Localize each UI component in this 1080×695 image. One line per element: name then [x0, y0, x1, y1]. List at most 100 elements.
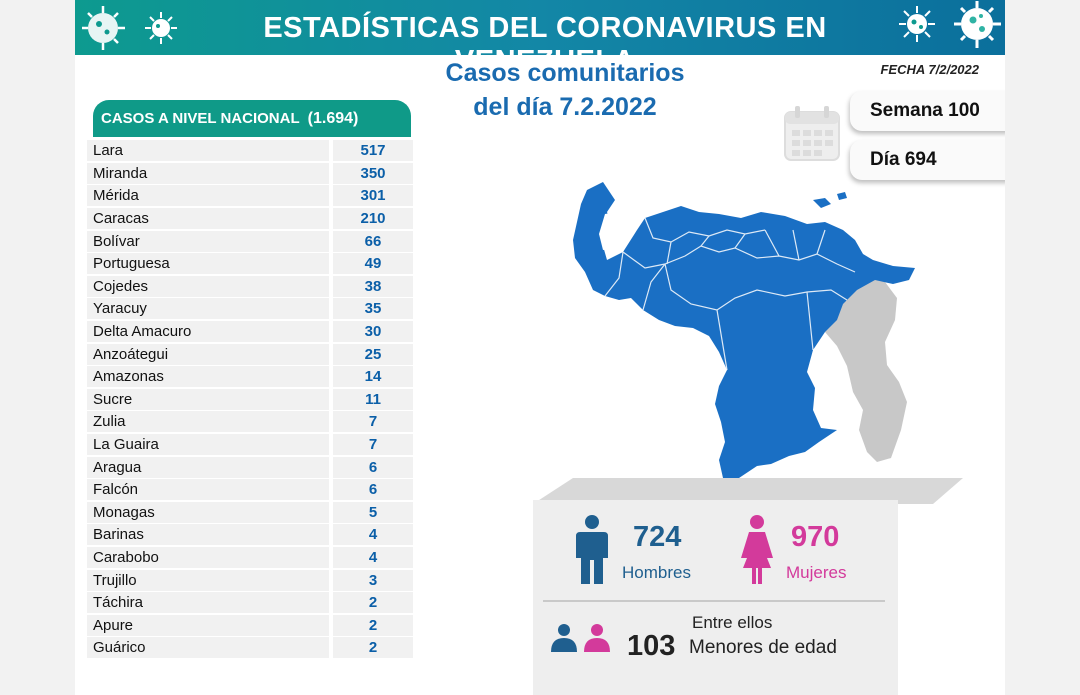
cases-table: Lara 517 Miranda 350 Mérida 301 Caracas 210 Bolí…	[87, 140, 413, 660]
state-name: Apure	[87, 614, 329, 636]
lake-maracaibo	[599, 212, 621, 250]
table-row: Carabobo 4	[87, 546, 413, 570]
guayana-esequiba-region	[825, 278, 907, 462]
fecha-label: FECHA 7/2/2022	[880, 62, 979, 77]
table-row: Delta Amacuro 30	[87, 321, 413, 344]
case-count: 210	[333, 208, 413, 230]
case-count: 2	[333, 614, 413, 636]
case-count: 2	[333, 637, 413, 659]
minors-count: 103	[627, 630, 676, 662]
case-count: 5	[333, 501, 413, 523]
state-name: Amazonas	[87, 366, 329, 388]
virus-icon-right-small	[899, 6, 935, 42]
venezuela-territory	[573, 182, 915, 478]
header-banner: ESTADÍSTICAS DEL CORONAVIRUS EN VENEZUEL…	[75, 0, 1005, 77]
case-count: 14	[333, 366, 413, 388]
woman-icon	[741, 515, 773, 584]
state-name: Portuguesa	[87, 253, 329, 275]
table-row: La Guaira 7	[87, 434, 413, 457]
state-name: Falcón	[87, 479, 329, 501]
virus-icon-right	[954, 1, 1001, 48]
virus-icon-left	[82, 6, 125, 50]
table-row: Bolívar 66	[87, 230, 413, 253]
case-count: 350	[333, 162, 413, 184]
margarita-island	[813, 198, 831, 208]
table-row: Táchira 2	[87, 592, 413, 615]
case-count: 25	[333, 343, 413, 365]
table-header: CASOS A NIVEL NACIONAL (1.694)	[93, 100, 411, 137]
case-count: 6	[333, 456, 413, 478]
table-row: Barinas 4	[87, 524, 413, 547]
people-icon	[551, 624, 610, 652]
case-count: 66	[333, 230, 413, 252]
state-borders	[604, 217, 856, 371]
case-count: 7	[333, 434, 413, 456]
state-name: Guárico	[87, 637, 329, 659]
panel-shadow	[533, 478, 963, 504]
table-row: Cojedes 38	[87, 275, 413, 299]
case-count: 7	[333, 411, 413, 433]
subtitle: Casos comunitarios del día 7.2.2022	[415, 56, 715, 124]
banner-title: ESTADÍSTICAS DEL CORONAVIRUS EN VENEZUEL…	[263, 12, 827, 77]
state-name: Táchira	[87, 592, 329, 614]
case-count: 2	[333, 592, 413, 614]
case-count: 38	[333, 275, 413, 297]
table-row: Anzoátegui 25	[87, 343, 413, 366]
state-name: Lara	[87, 140, 329, 162]
state-name: Zulia	[87, 411, 329, 433]
case-count: 3	[333, 569, 413, 591]
men-label: Hombres	[622, 563, 691, 582]
table-total: (1.694)	[307, 110, 359, 127]
state-name: Aragua	[87, 456, 329, 478]
minors-label: Menores de edad	[689, 637, 837, 658]
state-name: Cojedes	[87, 275, 329, 297]
state-name: Monagas	[87, 501, 329, 523]
case-count: 49	[333, 253, 413, 275]
table-row: Trujillo 3	[87, 569, 413, 592]
state-name: Carabobo	[87, 546, 329, 568]
table-row: Monagas 5	[87, 501, 413, 525]
dia-counter: Día 694	[850, 140, 1005, 180]
man-icon	[576, 515, 608, 584]
case-count: 301	[333, 185, 413, 207]
state-name: Mérida	[87, 185, 329, 207]
state-name: Sucre	[87, 388, 329, 410]
case-count: 4	[333, 546, 413, 568]
stats-divider	[543, 600, 885, 602]
semana-counter: Semana 100	[850, 91, 1005, 131]
state-name: La Guaira	[87, 434, 329, 456]
state-name: Trujillo	[87, 569, 329, 591]
table-row: Zulia 7	[87, 411, 413, 434]
subtitle-line-1: Casos comunitarios	[445, 59, 685, 87]
table-row: Caracas 210	[87, 208, 413, 231]
state-name: Delta Amacuro	[87, 321, 329, 343]
minors-intro: Entre ellos	[692, 613, 773, 632]
case-count: 11	[333, 388, 413, 410]
table-row: Guárico 2	[87, 637, 413, 660]
case-count: 35	[333, 298, 413, 320]
state-name: Anzoátegui	[87, 343, 329, 365]
table-row: Sucre 11	[87, 388, 413, 412]
table-title: CASOS A NIVEL NACIONAL	[101, 110, 300, 127]
table-row: Apure 2	[87, 614, 413, 638]
virus-icon-left-small	[145, 12, 177, 44]
case-count: 6	[333, 479, 413, 501]
venezuela-map	[573, 182, 915, 478]
subtitle-line-2: del día 7.2.2022	[473, 93, 657, 121]
table-row: Lara 517	[87, 140, 413, 163]
state-name: Yaracuy	[87, 298, 329, 320]
state-name: Barinas	[87, 524, 329, 546]
men-count: 724	[633, 521, 682, 553]
case-count: 30	[333, 321, 413, 343]
table-row: Amazonas 14	[87, 366, 413, 389]
table-row: Portuguesa 49	[87, 253, 413, 276]
state-name: Bolívar	[87, 230, 329, 252]
table-row: Yaracuy 35	[87, 298, 413, 321]
case-count: 4	[333, 524, 413, 546]
table-row: Miranda 350	[87, 162, 413, 186]
state-name: Miranda	[87, 162, 329, 184]
women-count: 970	[791, 521, 840, 553]
infographic: ESTADÍSTICAS DEL CORONAVIRUS EN VENEZUEL…	[75, 0, 1005, 695]
coche-island	[837, 192, 847, 200]
case-count: 517	[333, 140, 413, 162]
